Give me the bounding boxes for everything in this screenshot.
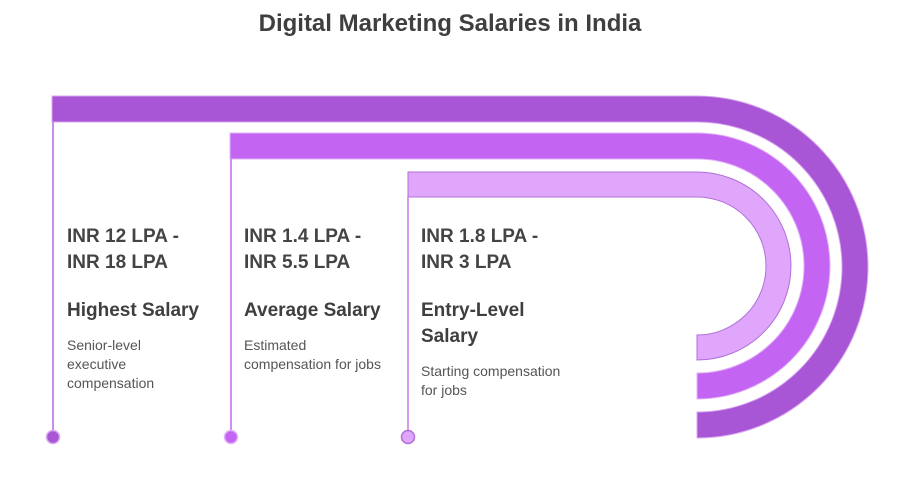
tier-highest: INR 12 LPA - INR 18 LPA Highest Salary S… bbox=[67, 224, 227, 393]
tier-description: Estimated compensation for jobs bbox=[244, 337, 381, 372]
salary-range-line2: INR 5.5 LPA bbox=[244, 252, 351, 273]
band-highest bbox=[51, 95, 869, 439]
salary-range-line1: INR 1.8 LPA - bbox=[421, 226, 539, 247]
band-average bbox=[229, 132, 831, 400]
tier-label: Average Salary bbox=[244, 300, 381, 321]
salary-range: INR 1.8 LPA - INR 3 LPA bbox=[421, 224, 581, 276]
endpoint-dot-highest bbox=[45, 429, 61, 445]
tier-label: Highest Salary bbox=[67, 300, 199, 321]
tier-label: Entry-Level Salary bbox=[421, 300, 525, 347]
endpoint-dot-average bbox=[223, 429, 239, 445]
salary-range-line2: INR 3 LPA bbox=[421, 252, 512, 273]
diagram-title: Digital Marketing Salaries in India bbox=[258, 10, 642, 37]
tier-entry: INR 1.8 LPA - INR 3 LPA Entry-Level Sala… bbox=[421, 224, 581, 400]
salary-range-line2: INR 18 LPA bbox=[67, 252, 169, 273]
salary-range: INR 1.4 LPA - INR 5.5 LPA bbox=[244, 224, 404, 276]
endpoint-dot-entry bbox=[400, 429, 416, 445]
salary-range-line1: INR 1.4 LPA - bbox=[244, 226, 362, 247]
tier-description: Senior-level executive compensation bbox=[67, 337, 155, 391]
salary-range-line1: INR 12 LPA - bbox=[67, 226, 179, 247]
salary-range: INR 12 LPA - INR 18 LPA bbox=[67, 224, 227, 276]
tier-average: INR 1.4 LPA - INR 5.5 LPA Average Salary… bbox=[244, 224, 404, 374]
band-entry bbox=[407, 171, 792, 361]
tier-description: Starting compensation for jobs bbox=[421, 363, 561, 398]
